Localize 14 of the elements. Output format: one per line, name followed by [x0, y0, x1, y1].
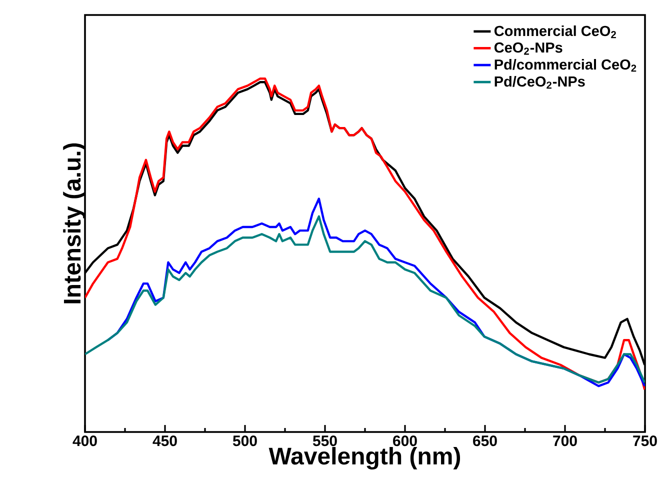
legend-label: CeO$_{2}$-NPs	[494, 42, 562, 55]
x-tick-label: 400	[72, 436, 97, 446]
x-tick-label: 650	[473, 436, 497, 446]
x-tick-label: 550	[312, 436, 337, 446]
x-tick-label: 750	[633, 436, 657, 446]
x-axis-title: Wavelength (nm)	[268, 446, 460, 470]
legend-label: Commercial CeO$_{2}$	[494, 25, 616, 38]
x-tick-label: 700	[553, 436, 577, 446]
legend-label: Pd/commercial CeO$_{2}$	[494, 59, 636, 72]
legend-label: Pd/CeO$_{2}$-NPs	[494, 76, 585, 89]
x-tick-label: 450	[152, 436, 177, 446]
x-tick-label: 600	[393, 436, 417, 446]
x-tick-label: 500	[232, 436, 257, 446]
y-axis-title: Intensity (a.u.)	[63, 143, 86, 304]
